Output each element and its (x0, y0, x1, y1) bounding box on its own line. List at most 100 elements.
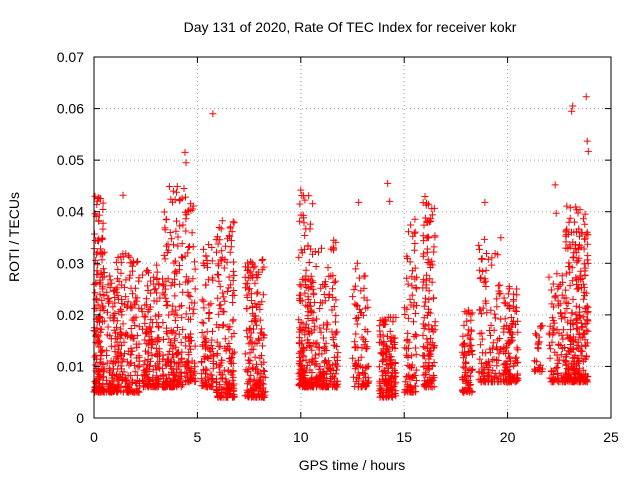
data-point (584, 231, 592, 239)
data-point (300, 214, 308, 222)
data-point (165, 335, 173, 343)
data-point (532, 358, 540, 366)
data-point (229, 276, 237, 284)
data-point (131, 368, 139, 376)
data-point (570, 371, 578, 379)
data-point (496, 335, 504, 342)
data-point (467, 310, 475, 318)
y-tick-label: 0 (76, 410, 84, 426)
data-point (227, 243, 235, 251)
data-point (565, 259, 573, 267)
data-point (306, 277, 314, 285)
data-point (246, 349, 254, 357)
data-point (198, 296, 206, 304)
data-point (387, 337, 395, 345)
data-point (493, 362, 501, 370)
data-point (168, 308, 176, 316)
data-point (403, 274, 411, 282)
data-point (305, 358, 313, 366)
data-point (505, 354, 513, 362)
data-point (161, 226, 169, 234)
data-point (329, 333, 337, 341)
data-point (466, 334, 474, 342)
data-point (314, 381, 322, 389)
data-point (504, 366, 512, 374)
data-point (386, 313, 394, 321)
data-point (503, 344, 510, 352)
data-point (413, 273, 421, 281)
data-point (172, 227, 180, 235)
data-point (513, 291, 521, 299)
data-point (188, 357, 196, 365)
data-point (155, 280, 163, 288)
data-point (305, 284, 313, 292)
data-point (506, 377, 514, 385)
data-point (412, 344, 420, 352)
data-point (566, 263, 574, 270)
data-point (117, 362, 125, 370)
data-point (185, 364, 193, 372)
data-point (302, 383, 310, 391)
data-point (386, 197, 394, 205)
data-point (127, 325, 135, 332)
data-point (313, 339, 321, 347)
data-point (430, 248, 438, 256)
y-tick-labels: 0 0.01 0.02 0.03 0.04 0.05 0.06 0.07 (57, 49, 84, 426)
data-point (200, 304, 208, 312)
data-point (95, 211, 103, 219)
data-point (566, 282, 574, 290)
data-point (191, 285, 199, 293)
data-point (256, 305, 264, 313)
data-point (390, 334, 398, 342)
data-point (147, 328, 155, 336)
data-point (351, 282, 359, 290)
data-point (463, 371, 471, 379)
data-point (412, 284, 420, 291)
data-point (186, 369, 194, 377)
data-point (354, 369, 362, 377)
data-point (189, 275, 197, 283)
data-point (98, 296, 106, 304)
data-point (511, 307, 519, 315)
data-point (146, 323, 154, 331)
data-point (323, 367, 331, 375)
data-point (162, 294, 170, 302)
data-point (123, 358, 131, 366)
data-point (144, 266, 152, 274)
data-point (159, 281, 167, 289)
data-point (411, 240, 419, 247)
data-point (411, 264, 419, 272)
data-point (411, 275, 419, 283)
data-point (259, 384, 267, 392)
data-point (352, 343, 360, 351)
data-point (135, 340, 143, 348)
data-point (329, 272, 337, 280)
data-point (179, 326, 187, 334)
data-point (169, 302, 177, 310)
data-point (108, 279, 116, 287)
data-point (492, 314, 500, 322)
data-point (245, 356, 253, 364)
data-point (320, 345, 328, 352)
data-point (230, 384, 238, 392)
data-point (171, 316, 179, 324)
data-point (127, 351, 135, 359)
data-point (260, 358, 268, 366)
data-point (147, 344, 155, 352)
data-point (318, 350, 326, 358)
data-point (332, 312, 340, 320)
data-point (136, 382, 143, 390)
data-point (493, 343, 500, 351)
data-point (163, 324, 170, 332)
data-point (574, 338, 582, 346)
data-point (305, 324, 312, 332)
data-point (485, 378, 492, 386)
data-point (302, 320, 310, 328)
data-point (539, 365, 546, 373)
data-point (423, 271, 431, 279)
data-point (147, 316, 155, 324)
data-point (558, 345, 566, 353)
data-point (216, 342, 224, 350)
data-point (407, 364, 415, 372)
data-point (563, 202, 571, 210)
